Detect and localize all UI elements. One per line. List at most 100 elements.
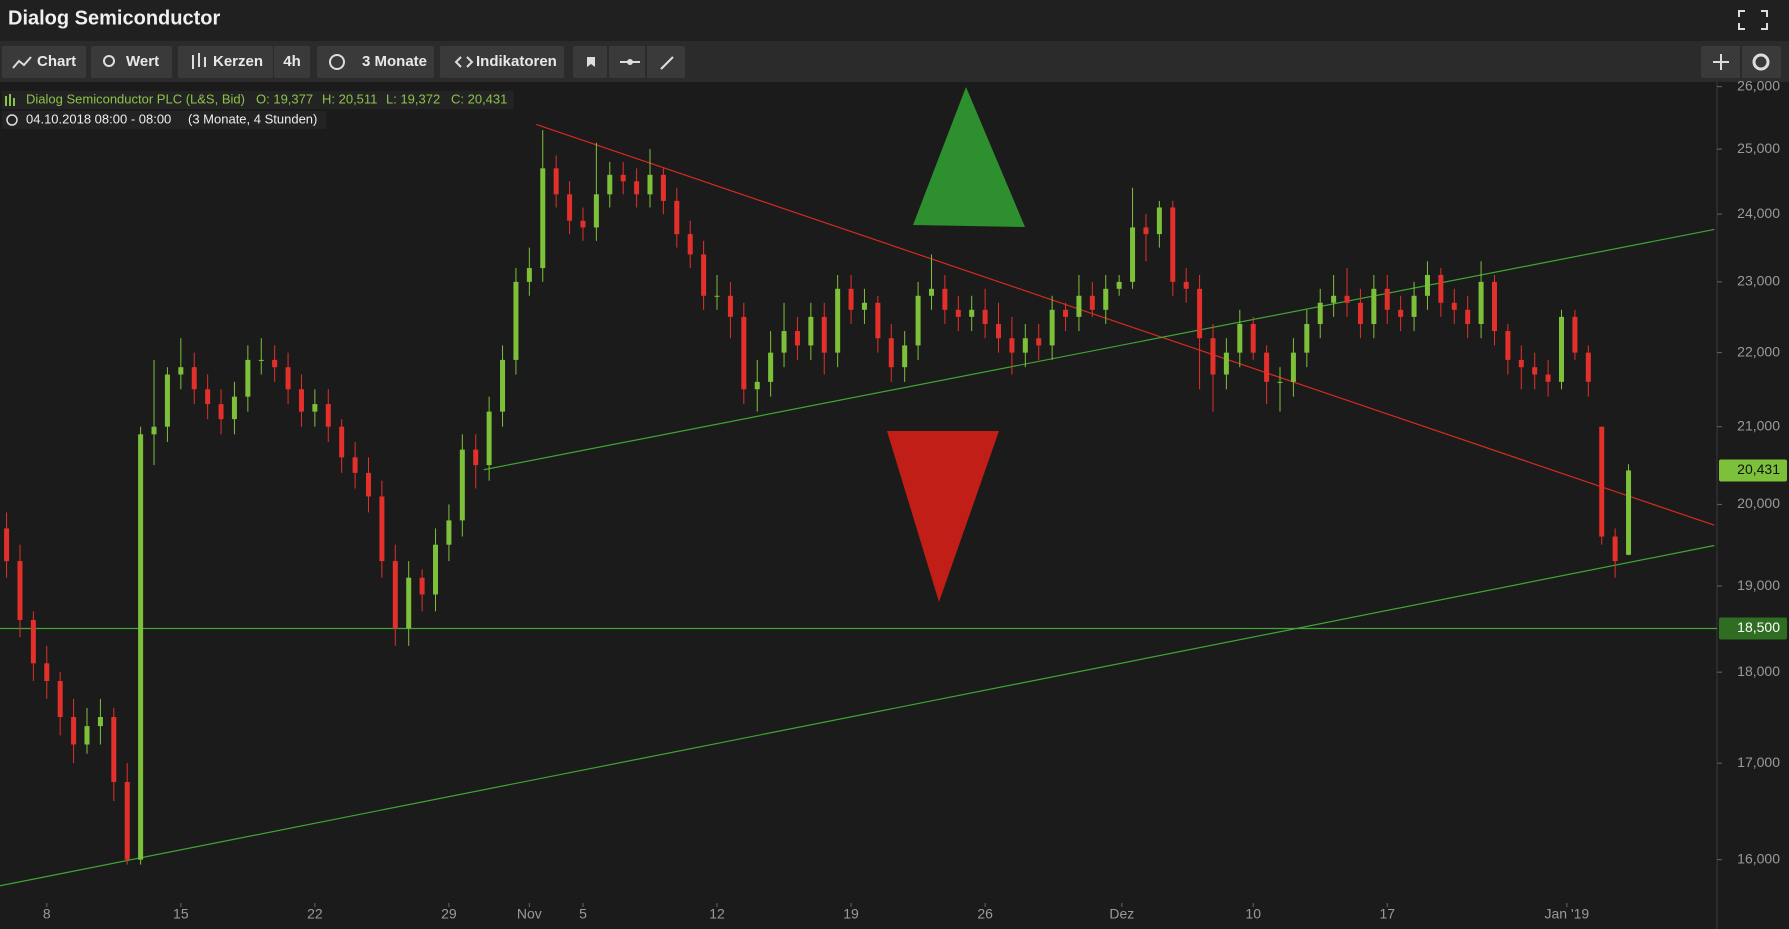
candle-body xyxy=(352,457,358,473)
drawing-tools[interactable] xyxy=(573,46,685,78)
candle-body xyxy=(446,520,452,545)
candle-body xyxy=(1438,274,1444,303)
candle-body xyxy=(111,716,117,782)
btn-chart[interactable]: Chart xyxy=(2,46,86,78)
candle-body xyxy=(1170,207,1176,282)
btn-indikatoren[interactable]: Indikatoren xyxy=(440,46,564,78)
icon xyxy=(1713,54,1729,70)
button[interactable] xyxy=(440,46,564,78)
candle-body xyxy=(714,295,720,297)
candle-body xyxy=(57,681,63,717)
candle-body xyxy=(138,434,144,860)
fullscreen-icon[interactable] xyxy=(1738,10,1768,30)
candle-body xyxy=(1505,331,1511,360)
candle-body xyxy=(1290,352,1296,382)
candle-body xyxy=(1076,295,1082,317)
x-tick-label: Dez xyxy=(1109,906,1134,922)
candle-body xyxy=(178,367,184,375)
x-tick-label: 22 xyxy=(307,906,323,922)
candle-body xyxy=(1143,227,1149,235)
candle-body xyxy=(821,316,827,353)
candle-body xyxy=(500,359,506,412)
candle-body xyxy=(1451,302,1457,310)
btn-interval[interactable]: 4h xyxy=(274,46,310,78)
legend-close: C: 20,431 xyxy=(451,91,507,106)
candle-body xyxy=(768,352,774,382)
candle-body xyxy=(741,316,747,390)
candle-body xyxy=(486,411,492,466)
candle-body xyxy=(44,663,50,682)
candle-body xyxy=(1183,281,1189,289)
candle-body xyxy=(982,309,988,324)
btn-kerzen[interactable]: Kerzen xyxy=(178,46,273,78)
y-tick-label: 17,000 xyxy=(1737,754,1780,770)
candle-body xyxy=(205,389,211,405)
button[interactable] xyxy=(178,46,273,78)
candle-body xyxy=(781,331,787,353)
candle-body xyxy=(955,309,961,317)
candle-body xyxy=(580,220,586,228)
candle-body xyxy=(298,389,304,412)
x-tick-label: 15 xyxy=(173,906,189,922)
button[interactable] xyxy=(2,46,86,78)
clock-icon xyxy=(6,114,18,126)
candle-body xyxy=(1491,281,1497,332)
candle-body xyxy=(285,367,291,390)
title: Dialog Semiconductor xyxy=(8,7,220,29)
candle-body xyxy=(325,404,331,427)
icon xyxy=(103,55,115,67)
button[interactable] xyxy=(317,46,434,78)
y-tick-label: 19,000 xyxy=(1737,577,1780,593)
candle-body xyxy=(1277,381,1283,383)
candle-body xyxy=(701,254,707,296)
button-label: Wert xyxy=(126,53,159,70)
candle-body xyxy=(1398,309,1404,317)
button[interactable] xyxy=(91,46,172,78)
candle-body xyxy=(996,323,1002,339)
down-arrow-drawing xyxy=(887,431,999,602)
candle-body xyxy=(1116,281,1122,289)
last-price-box xyxy=(1719,459,1787,482)
x-tick-label: 5 xyxy=(579,906,587,922)
y-tick-label: 23,000 xyxy=(1737,273,1780,289)
candle-body xyxy=(1599,426,1605,537)
candle-body xyxy=(620,174,626,182)
y-tick-label: 26,000 xyxy=(1737,77,1780,93)
candle-body xyxy=(71,716,77,745)
trend-line xyxy=(483,228,1715,471)
candle-body xyxy=(191,367,197,390)
candle-body xyxy=(1317,302,1323,324)
candle-body xyxy=(1264,352,1270,382)
candle-body xyxy=(231,396,237,420)
candle-body xyxy=(1612,536,1618,562)
candle-body xyxy=(875,302,881,339)
candle-body xyxy=(433,544,439,595)
x-tick-label: 29 xyxy=(441,906,457,922)
candle-body xyxy=(392,561,398,629)
candle-body xyxy=(593,194,599,228)
legend-low: L: 19,372 xyxy=(386,91,440,106)
candle-body xyxy=(245,359,251,397)
candle-body xyxy=(379,496,385,562)
candle-body xyxy=(888,338,894,368)
candle-body xyxy=(647,174,653,195)
legend-icon xyxy=(5,94,15,106)
x-tick-label: 17 xyxy=(1379,906,1395,922)
btn-wert[interactable]: Wert xyxy=(91,46,172,78)
candle-body xyxy=(727,295,733,317)
icon xyxy=(12,56,32,69)
candle-body xyxy=(513,281,519,360)
candle-body xyxy=(902,345,908,368)
candle-body xyxy=(218,404,224,420)
candle-body xyxy=(1089,295,1095,310)
candle-body xyxy=(835,288,841,353)
candle-body xyxy=(97,716,103,727)
button-label: Chart xyxy=(37,53,76,70)
x-tick-label: Nov xyxy=(517,906,542,922)
settings-tools[interactable] xyxy=(1701,46,1781,78)
btn-range[interactable]: 3 Monate xyxy=(317,46,434,78)
candle-body xyxy=(1585,352,1591,382)
button[interactable] xyxy=(274,46,310,78)
icon xyxy=(627,59,633,65)
candle-body xyxy=(1331,295,1337,303)
